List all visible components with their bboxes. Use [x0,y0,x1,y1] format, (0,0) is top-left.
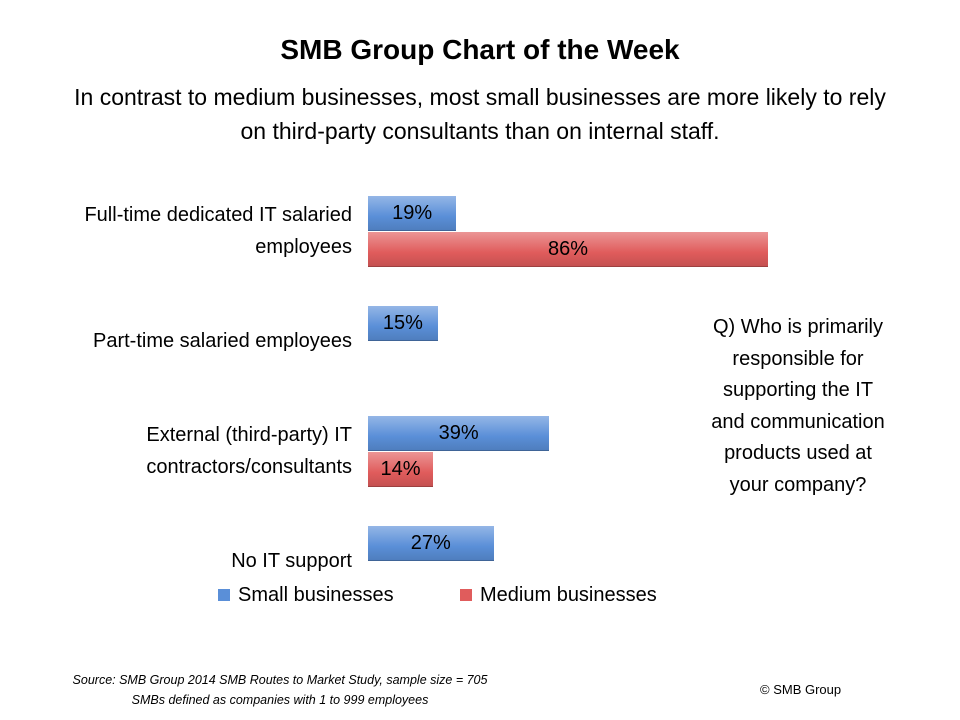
chart-title: SMB Group Chart of the Week [280,34,680,65]
bar [368,306,438,341]
source-line: Source: SMB Group 2014 SMB Routes to Mar… [72,673,488,687]
bar [368,526,494,561]
legend-label: Medium businesses [480,584,657,606]
bar [368,416,550,451]
category-label: Full-time dedicated IT salaried employee… [84,204,352,258]
data-label: 15% [382,312,423,334]
source-line: SMBs defined as companies with 1 to 999 … [131,693,429,707]
source: Source: SMB Group 2014 SMB Routes to Mar… [30,670,530,710]
bar [368,452,434,487]
bar [368,196,457,231]
legend-item: Medium businesses [460,580,657,610]
bar [368,232,768,267]
chart-subtitle: In contrast to medium businesses, most s… [74,84,886,144]
data-label: 14% [380,458,421,480]
data-label: 86% [547,238,589,260]
legend-item: Small businesses [218,580,394,610]
data-label: 39% [438,422,479,444]
legend-label: Small businesses [238,584,394,606]
copyright: © SMB Group [760,682,842,697]
category-label: No IT support [231,550,352,572]
category-label: Part-time salaried employees [93,330,352,352]
legend-swatch [218,589,230,601]
data-label: 19% [392,202,433,224]
legend-swatch [460,589,472,601]
data-label: 27% [410,532,451,554]
category-label: External (third-party) IT contractors/co… [146,424,352,478]
legend: Small businesses Medium businesses [0,580,960,610]
annotation: Q) Who is primarily responsible for supp… [711,316,885,496]
